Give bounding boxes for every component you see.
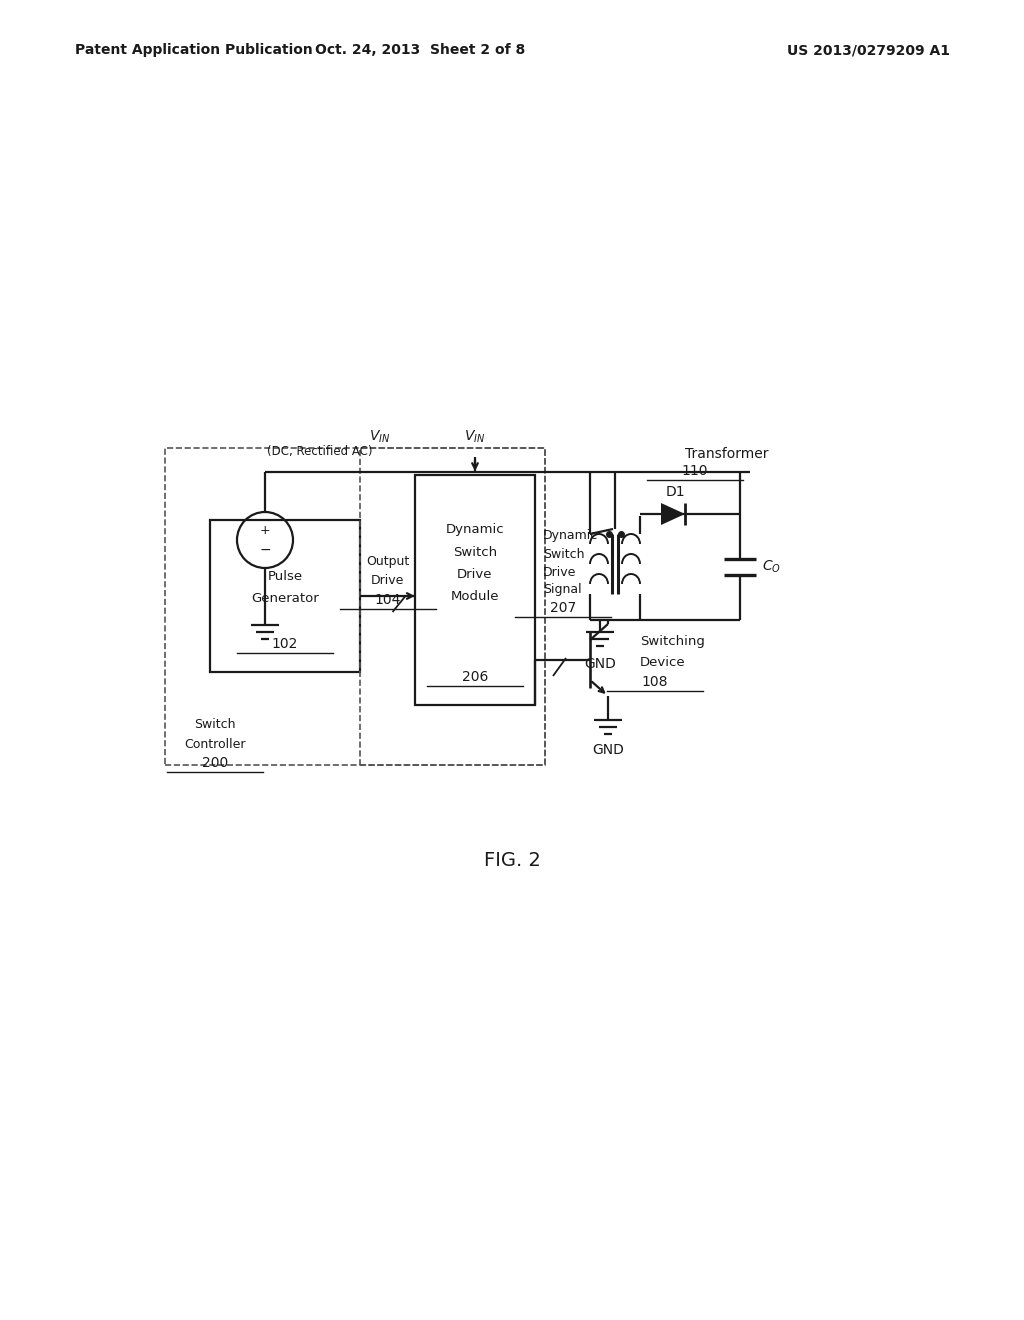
Text: −: − bbox=[259, 543, 270, 557]
Text: (DC, Rectified AC): (DC, Rectified AC) bbox=[267, 446, 373, 458]
Text: Dynamic: Dynamic bbox=[543, 529, 598, 543]
Text: Transformer: Transformer bbox=[685, 447, 768, 461]
Text: $V_{IN}$: $V_{IN}$ bbox=[464, 429, 485, 445]
Text: 206: 206 bbox=[462, 671, 488, 684]
Text: Generator: Generator bbox=[251, 591, 318, 605]
Text: Oct. 24, 2013  Sheet 2 of 8: Oct. 24, 2013 Sheet 2 of 8 bbox=[314, 44, 525, 57]
Bar bbox=[165, 447, 545, 766]
Bar bbox=[210, 520, 360, 672]
Polygon shape bbox=[662, 503, 685, 525]
Text: Switching: Switching bbox=[640, 635, 705, 648]
Text: FIG. 2: FIG. 2 bbox=[483, 850, 541, 870]
Text: Pulse: Pulse bbox=[267, 569, 302, 582]
Bar bbox=[360, 447, 545, 766]
Text: Signal: Signal bbox=[543, 583, 582, 597]
Text: 102: 102 bbox=[271, 638, 298, 651]
Text: 104: 104 bbox=[375, 593, 400, 607]
Text: Switch: Switch bbox=[195, 718, 236, 731]
Text: Drive: Drive bbox=[371, 573, 404, 586]
Text: Controller: Controller bbox=[184, 738, 246, 751]
Text: +: + bbox=[260, 524, 270, 536]
Text: D1: D1 bbox=[666, 484, 685, 499]
Text: GND: GND bbox=[584, 657, 616, 671]
Text: Device: Device bbox=[640, 656, 686, 668]
Text: Patent Application Publication: Patent Application Publication bbox=[75, 44, 312, 57]
Text: $V_{IN}$: $V_{IN}$ bbox=[370, 429, 391, 445]
Text: 110: 110 bbox=[682, 465, 709, 478]
Text: Output: Output bbox=[366, 556, 410, 569]
Text: 108: 108 bbox=[642, 675, 669, 689]
Text: 207: 207 bbox=[550, 601, 577, 615]
Text: $C_O$: $C_O$ bbox=[762, 558, 781, 576]
Text: Module: Module bbox=[451, 590, 500, 602]
Text: US 2013/0279209 A1: US 2013/0279209 A1 bbox=[787, 44, 950, 57]
Text: Switch: Switch bbox=[453, 545, 497, 558]
Text: Dynamic: Dynamic bbox=[445, 524, 504, 536]
Text: GND: GND bbox=[592, 743, 624, 756]
Text: 200: 200 bbox=[202, 756, 228, 770]
Text: Drive: Drive bbox=[458, 568, 493, 581]
Text: Drive: Drive bbox=[543, 565, 577, 578]
Bar bbox=[415, 475, 535, 705]
Text: Switch: Switch bbox=[543, 548, 585, 561]
